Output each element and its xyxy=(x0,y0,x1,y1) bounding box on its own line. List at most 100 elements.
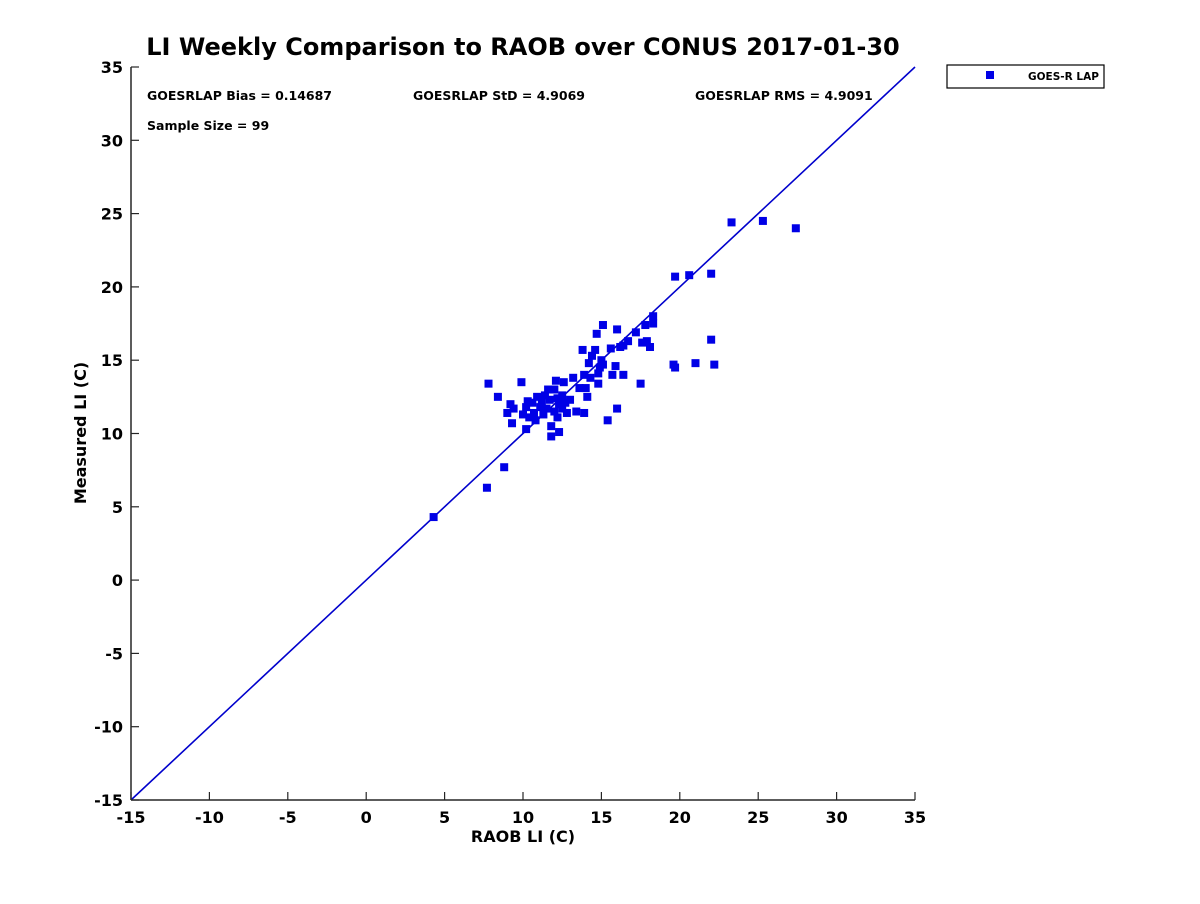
data-point xyxy=(758,216,767,225)
data-point xyxy=(559,378,568,387)
x-tick-label: 25 xyxy=(747,808,769,827)
y-tick-label: 20 xyxy=(101,278,123,297)
data-point xyxy=(586,373,595,382)
data-point xyxy=(542,404,551,413)
y-tick-label: 10 xyxy=(101,425,123,444)
data-point xyxy=(562,408,571,417)
data-point xyxy=(500,463,509,472)
data-point xyxy=(598,360,607,369)
data-point xyxy=(482,483,491,492)
data-point xyxy=(619,370,628,379)
data-point xyxy=(580,370,589,379)
legend-label: GOES-R LAP xyxy=(1028,71,1099,83)
x-tick-label: 10 xyxy=(512,808,534,827)
y-tick-label: 15 xyxy=(101,351,123,370)
data-point xyxy=(569,373,578,382)
y-tick-label: 0 xyxy=(112,571,123,590)
data-point xyxy=(591,345,600,354)
x-tick-label: -15 xyxy=(117,808,146,827)
data-point xyxy=(603,416,612,425)
data-point xyxy=(547,432,556,441)
y-tick-label: 35 xyxy=(101,58,123,77)
data-point xyxy=(566,395,575,404)
y-tick-label: 5 xyxy=(112,498,123,517)
data-point xyxy=(572,407,581,416)
data-point xyxy=(553,413,562,422)
data-point xyxy=(649,312,658,321)
data-point xyxy=(642,337,651,346)
data-point xyxy=(671,363,680,372)
data-point xyxy=(613,325,622,334)
data-point xyxy=(624,337,633,346)
data-point xyxy=(598,321,607,330)
data-point xyxy=(619,341,628,350)
rms-stat: GOESRLAP RMS = 4.9091 xyxy=(695,88,873,103)
data-point xyxy=(636,379,645,388)
data-point xyxy=(707,335,716,344)
data-point xyxy=(641,321,650,330)
data-point xyxy=(584,359,593,368)
std-stat: GOESRLAP StD = 4.9069 xyxy=(413,88,585,103)
data-point xyxy=(558,404,567,413)
y-tick-label: 25 xyxy=(101,205,123,224)
legend-marker-square xyxy=(986,71,994,79)
one-to-one-line xyxy=(130,66,916,801)
x-tick-label: 20 xyxy=(669,808,691,827)
data-point xyxy=(523,397,532,406)
data-point xyxy=(578,345,587,354)
x-tick-label: 5 xyxy=(439,808,450,827)
y-tick-label: -5 xyxy=(105,644,123,663)
data-point xyxy=(493,392,502,401)
legend: GOES-R LAP xyxy=(946,64,1105,89)
data-point xyxy=(531,416,540,425)
data-point xyxy=(545,395,554,404)
data-point xyxy=(547,422,556,431)
sample-size-stat: Sample Size = 99 xyxy=(147,118,269,133)
x-tick-label: 15 xyxy=(590,808,612,827)
data-point xyxy=(671,272,680,281)
data-point xyxy=(594,379,603,388)
data-point xyxy=(503,408,512,417)
data-point xyxy=(707,269,716,278)
data-point xyxy=(536,403,545,412)
data-point xyxy=(649,319,658,328)
data-point xyxy=(613,404,622,413)
data-point xyxy=(529,408,538,417)
data-point xyxy=(429,513,438,522)
data-point xyxy=(611,362,620,371)
data-point xyxy=(550,407,559,416)
x-tick-label: 0 xyxy=(361,808,372,827)
y-tick-label: 30 xyxy=(101,131,123,150)
data-point xyxy=(575,384,584,393)
x-tick-label: -5 xyxy=(279,808,297,827)
x-axis-ticks: -15 -10 -5 0 5 10 15 20 25 30 35 xyxy=(117,792,926,827)
data-point xyxy=(646,343,655,352)
data-points-layer xyxy=(429,216,800,522)
data-point xyxy=(544,385,553,394)
x-tick-label: 35 xyxy=(904,808,926,827)
data-point xyxy=(522,425,531,434)
bias-stat: GOESRLAP Bias = 0.14687 xyxy=(147,88,332,103)
data-point xyxy=(509,404,518,413)
data-point xyxy=(638,338,647,347)
data-point xyxy=(580,408,589,417)
y-tick-label: -10 xyxy=(94,718,123,737)
legend-box xyxy=(946,64,1105,89)
y-axis-label: Measured LI (C) xyxy=(71,362,90,504)
data-point xyxy=(691,359,700,368)
x-tick-label: -10 xyxy=(195,808,224,827)
data-point xyxy=(581,384,590,393)
data-point xyxy=(583,392,592,401)
data-point xyxy=(791,224,800,233)
data-point xyxy=(606,344,615,353)
data-point xyxy=(594,369,603,378)
reference-line-layer xyxy=(130,66,916,801)
data-point xyxy=(506,400,515,409)
data-point xyxy=(551,376,560,385)
data-point xyxy=(517,378,526,387)
data-point xyxy=(484,379,493,388)
chart-title: LI Weekly Comparison to RAOB over CONUS … xyxy=(146,33,899,61)
data-point xyxy=(555,428,564,437)
